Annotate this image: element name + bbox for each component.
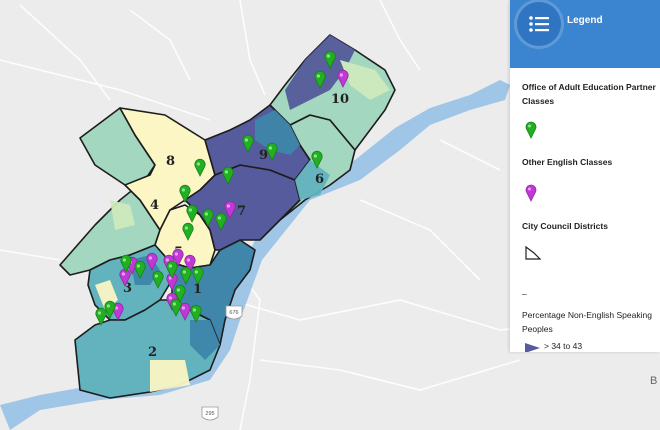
legend-label-oae-classes: Office of Adult Education Partner Classe…	[522, 82, 656, 106]
district-label-8: 8	[166, 154, 175, 169]
oae-class-pin[interactable]	[266, 142, 278, 161]
oae-class-pin[interactable]	[182, 222, 194, 241]
purple-pin-icon	[525, 184, 537, 202]
oae-class-pin[interactable]	[186, 204, 198, 223]
other-class-pin[interactable]	[146, 252, 158, 271]
oae-class-pin[interactable]	[242, 134, 254, 153]
oae-class-pin[interactable]	[166, 260, 178, 279]
oae-class-pin[interactable]	[202, 208, 214, 227]
oae-class-pin[interactable]	[311, 150, 323, 169]
polygon-outline-icon	[525, 245, 542, 260]
oae-class-pin[interactable]	[134, 260, 146, 279]
other-class-pin[interactable]	[224, 200, 236, 219]
oae-class-pin[interactable]	[215, 212, 227, 231]
legend-toggle-button[interactable]	[517, 2, 561, 46]
legend-label-other-classes: Other English Classes	[522, 157, 613, 167]
legend-label-council-districts: City Council Districts	[522, 221, 608, 231]
oae-class-pin[interactable]	[120, 254, 132, 273]
oae-class-pin[interactable]	[324, 50, 336, 69]
oae-class-pin[interactable]	[104, 300, 116, 319]
class-markers	[95, 50, 349, 326]
oae-class-pin[interactable]	[180, 266, 192, 285]
district-label-1: 1	[193, 282, 202, 297]
legend-header: Legend	[510, 0, 660, 68]
oae-class-pin[interactable]	[314, 70, 326, 89]
class-swatch-icon	[525, 343, 540, 352]
district-10[interactable]	[269, 34, 396, 151]
oae-class-pin[interactable]	[174, 284, 186, 303]
oae-class-pin[interactable]	[95, 307, 107, 326]
legend-label-non-english: Percentage Non-English Speaking Peoples	[522, 310, 652, 334]
oae-class-pin[interactable]	[152, 270, 164, 289]
legend-separator: _	[522, 285, 527, 295]
oae-class-pin[interactable]	[190, 304, 202, 323]
legend-class-range: > 34 to 43	[544, 341, 583, 351]
green-pin-icon	[525, 121, 537, 139]
district-label-7: 7	[237, 204, 246, 219]
oae-class-pin[interactable]	[194, 158, 206, 177]
district-label-4: 4	[150, 198, 159, 213]
other-class-pin[interactable]	[184, 254, 196, 273]
road-network	[0, 0, 601, 430]
highway-shield-676: 676	[225, 305, 243, 320]
district-label-3: 3	[123, 281, 132, 296]
district-label-10: 10	[331, 92, 349, 107]
district-label-2: 2	[148, 345, 157, 360]
delaware-river	[0, 80, 510, 430]
legend-title: Legend	[567, 15, 603, 26]
highway-shield-295: 295	[201, 406, 219, 421]
district-label-9: 9	[259, 148, 268, 163]
svg-text:676: 676	[229, 310, 238, 316]
other-class-pin[interactable]	[337, 69, 349, 88]
oae-class-pin[interactable]	[170, 298, 182, 317]
oae-class-pin[interactable]	[179, 184, 191, 203]
other-class-pin[interactable]	[172, 248, 184, 267]
list-icon	[529, 16, 549, 32]
oae-class-pin[interactable]	[222, 166, 234, 185]
corner-text: B	[650, 375, 658, 387]
district-label-6: 6	[315, 172, 324, 187]
other-class-pin[interactable]	[179, 302, 191, 321]
svg-text:295: 295	[205, 411, 214, 417]
legend-panel: Legend Office of Adult Education Partner…	[510, 0, 660, 352]
oae-class-pin[interactable]	[192, 266, 204, 285]
